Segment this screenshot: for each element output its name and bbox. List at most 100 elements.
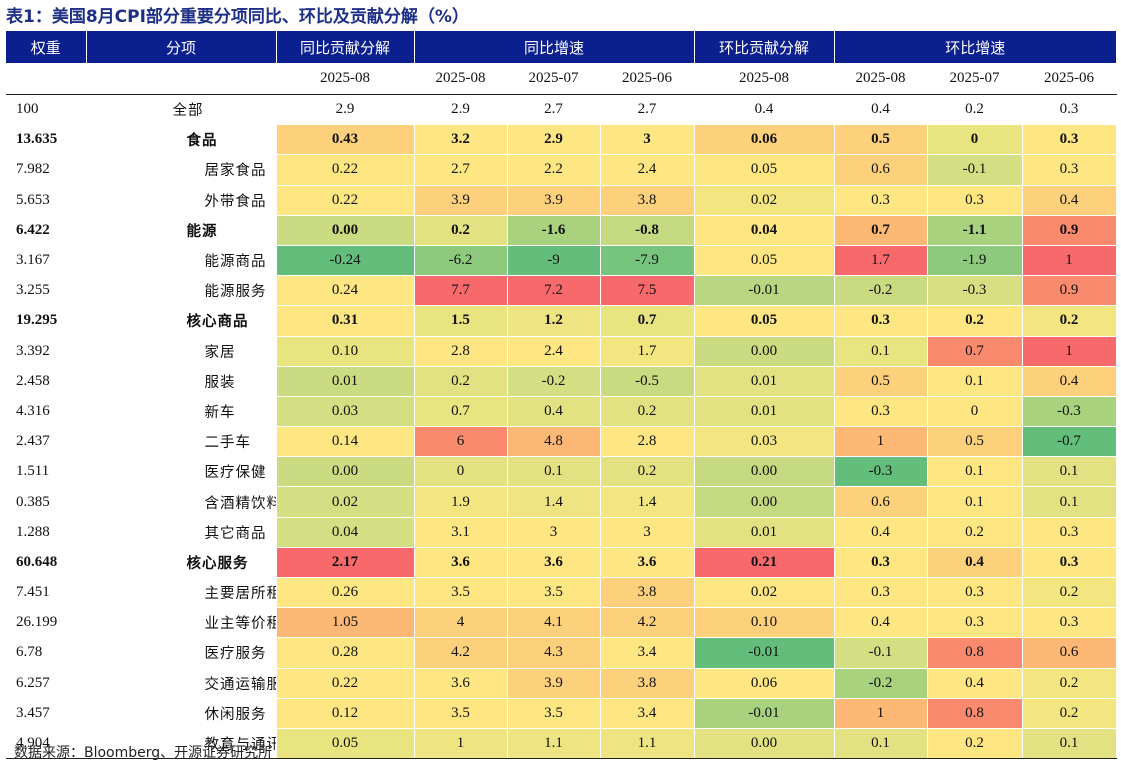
value-cell: 0.2 (1022, 577, 1117, 609)
period-header: 2025-07 (507, 63, 600, 95)
value-cell: 3 (600, 124, 695, 156)
value-cell: 0.05 (694, 154, 835, 186)
value-cell: -6.2 (414, 245, 508, 277)
value-cell: 2.7 (600, 94, 695, 126)
item-name-cell: 其它商品 (86, 517, 277, 548)
value-cell: 7.2 (507, 275, 601, 307)
value-cell: 1.7 (834, 245, 928, 277)
value-cell: 4.3 (507, 637, 601, 669)
value-cell: 0.3 (1022, 547, 1117, 579)
value-cell: 2.4 (600, 154, 695, 186)
value-cell: 0.03 (694, 426, 835, 458)
value-cell: 0.9 (1022, 275, 1117, 307)
table-row: 3.392 家居 0.10 2.8 2.4 1.7 0.00 0.1 0.7 1 (6, 336, 1117, 367)
value-cell: 0.4 (1022, 185, 1117, 216)
item-name-cell: 居家食品 (86, 154, 277, 186)
table-row: 7.451主要居所租金0.263.53.53.80.020.30.30.2 (6, 577, 1117, 609)
value-cell: 2.9 (507, 124, 601, 156)
value-cell: 0.14 (276, 426, 415, 458)
item-name-cell: 业主等价租金 (86, 607, 277, 639)
table-row: 2.437 二手车 0.14 6 4.8 2.8 0.03 1 0.5 -0.7 (6, 426, 1117, 458)
value-cell: 0.04 (276, 517, 415, 548)
value-cell: 0.1 (1022, 728, 1117, 760)
value-cell: 0.06 (694, 668, 835, 699)
item-name-cell: 服装 (86, 366, 277, 397)
value-cell: 0.01 (694, 366, 835, 397)
source-note: 数据来源：Bloomberg、开源证券研究所 (14, 745, 273, 761)
value-cell: 0.1 (834, 336, 928, 367)
weight-cell: 4.316 (6, 396, 87, 428)
weight-cell: 13.635 (6, 124, 87, 156)
value-cell: 0.00 (694, 486, 835, 518)
value-cell: 3.8 (600, 185, 695, 216)
value-cell: 0.3 (1022, 154, 1117, 186)
value-cell: 0.6 (1022, 637, 1117, 669)
value-cell: -0.5 (600, 366, 695, 397)
value-cell: -0.2 (834, 275, 928, 307)
value-cell: -0.3 (834, 456, 928, 488)
value-cell: 0.06 (694, 124, 835, 156)
weight-cell: 1.288 (6, 517, 87, 548)
value-cell: -0.2 (834, 668, 928, 699)
item-name-cell: 全部 (86, 94, 277, 126)
value-cell: 0.5 (834, 366, 928, 397)
value-cell: -0.01 (694, 275, 835, 307)
value-cell: 0.3 (927, 185, 1023, 216)
value-cell: 0.10 (694, 607, 835, 639)
value-cell: -7.9 (600, 245, 695, 277)
header-mom-contrib: 环比贡献分解 (693, 31, 835, 63)
value-cell: 0.2 (600, 456, 695, 488)
item-name-cell: 主要居所租金 (86, 577, 277, 609)
value-cell: -9 (507, 245, 601, 277)
value-cell: 0.4 (927, 668, 1023, 699)
cpi-table: 权重 分项 同比贡献分解 同比增速 环比贡献分解 环比增速 2025-08 20… (6, 31, 1117, 760)
period-header: 2025-08 (834, 63, 928, 95)
value-cell: 0.26 (276, 577, 415, 609)
item-name-cell: 能源商品 (86, 245, 277, 277)
value-cell: -0.24 (276, 245, 415, 277)
value-cell: 1.2 (507, 305, 601, 337)
item-name-cell: 医疗服务 (86, 637, 277, 669)
table-row: 3.167 能源商品 -0.24 -6.2 -9 -7.9 0.05 1.7 -1.9 1 (6, 245, 1117, 277)
value-cell: 0.1 (927, 456, 1023, 488)
value-cell: 0.4 (694, 94, 835, 126)
value-cell: 0.05 (276, 728, 415, 760)
value-cell: 1.7 (600, 336, 695, 367)
item-name-cell: 休闲服务 (86, 698, 277, 729)
value-cell: 1 (414, 728, 508, 760)
table-row: 100 全部 2.9 2.9 2.7 2.7 0.4 0.4 0.2 0.3 (6, 94, 1117, 126)
value-cell: 0.2 (600, 396, 695, 428)
period-header: 2025-08 (276, 63, 414, 95)
period-header: 2025-06 (1022, 63, 1117, 95)
table-title: 表1：美国8月CPI部分重要分项同比、环比及贡献分解（%） (6, 7, 469, 27)
value-cell: 0.2 (927, 517, 1023, 548)
value-cell: 0.2 (1022, 305, 1117, 337)
value-cell: 0.1 (1022, 486, 1117, 518)
value-cell: 3 (507, 517, 601, 548)
value-cell: 0.3 (1022, 94, 1117, 126)
value-cell: 0.5 (927, 426, 1023, 458)
value-cell: 0.3 (834, 577, 928, 609)
value-cell: 0.1 (834, 728, 928, 760)
table-row: 5.653 外带食品 0.22 3.9 3.9 3.8 0.02 0.3 0.3 0.4 (6, 185, 1117, 216)
value-cell: 1 (1022, 245, 1117, 277)
weight-cell: 2.458 (6, 366, 87, 397)
value-cell: 0.1 (1022, 456, 1117, 488)
value-cell: 0.2 (927, 305, 1023, 337)
value-cell: 0.3 (834, 305, 928, 337)
value-cell: 0.1 (927, 366, 1023, 397)
value-cell: 1.4 (507, 486, 601, 518)
item-name-cell: 新车 (86, 396, 277, 428)
table-row: 13.635 食品 0.43 3.2 2.9 3 0.06 0.5 0 0.3 (6, 124, 1117, 156)
value-cell: 4.2 (414, 637, 508, 669)
value-cell: 0.4 (927, 547, 1023, 579)
value-cell: 0.10 (276, 336, 415, 367)
value-cell: 0.02 (694, 185, 835, 216)
value-cell: 1.1 (507, 728, 601, 760)
item-name-cell: 医疗保健 (86, 456, 277, 488)
value-cell: 0.7 (600, 305, 695, 337)
value-cell: 2.4 (507, 336, 601, 367)
value-cell: 0.05 (694, 305, 835, 337)
value-cell: 0.3 (927, 577, 1023, 609)
header-item: 分项 (85, 31, 276, 63)
